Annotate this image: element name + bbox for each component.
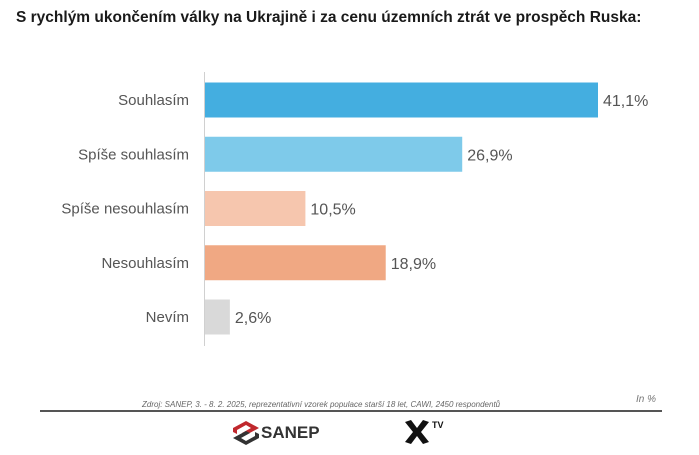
category-label-souhlasim: Souhlasím (118, 92, 189, 109)
sanep-logo-icon (233, 421, 259, 445)
sanep-logo: SANEP (232, 420, 320, 446)
bar-nevim (205, 299, 230, 335)
bar-chart: Souhlasím 41,1% Spíše souhlasím 26,9% Spíše … (61, 72, 648, 346)
bar-nesouhlasim (205, 245, 386, 281)
x-logo-icon (405, 420, 429, 444)
bar-spise-souhlasim (205, 136, 463, 172)
footer-divider (40, 410, 662, 412)
value-label-spise-nesouhlasim: 10,5% (310, 202, 355, 219)
bar-souhlasim (205, 82, 598, 118)
xtv-logo: TV (403, 418, 444, 446)
source-note: Zdroj: SANEP, 3. - 8. 2. 2025, reprezent… (142, 400, 501, 409)
category-label-nevim: Nevím (146, 309, 189, 326)
bar-spise-nesouhlasim (205, 191, 306, 226)
value-label-nesouhlasim: 18,9% (391, 256, 436, 273)
category-label-nesouhlasim: Nesouhlasím (101, 255, 189, 272)
sanep-logo-text: SANEP (261, 423, 320, 442)
unit-label: In % (636, 394, 657, 405)
value-label-souhlasim: 41,1% (603, 93, 648, 110)
category-label-spise-souhlasim: Spíše souhlasím (78, 146, 189, 163)
chart-title: S rychlým ukončením války na Ukrajině i … (16, 9, 642, 26)
xtv-logo-text: TV (432, 420, 444, 430)
category-label-spise-nesouhlasim: Spíše nesouhlasím (61, 201, 189, 218)
value-label-spise-souhlasim: 26,9% (467, 147, 512, 164)
value-label-nevim: 2,6% (235, 310, 271, 327)
